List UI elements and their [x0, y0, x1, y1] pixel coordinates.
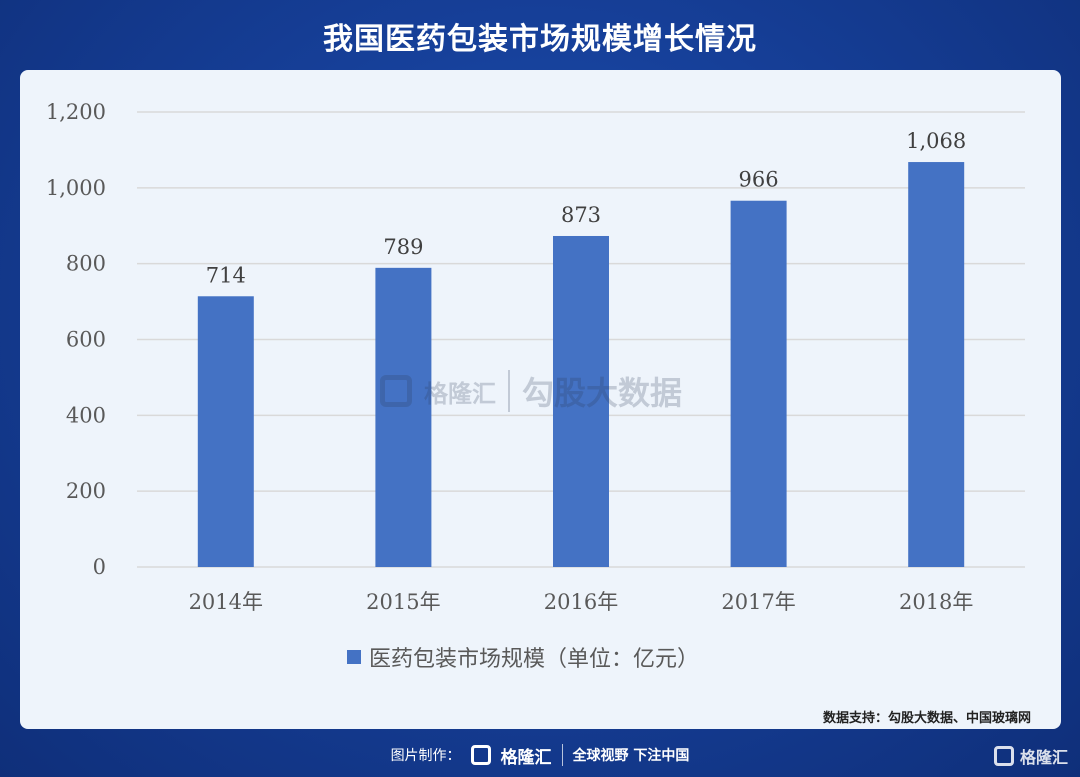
data-label: 873: [561, 203, 601, 227]
y-tick-label: 400: [66, 403, 106, 427]
page-title: 我国医药包装市场规模增长情况: [323, 22, 757, 57]
bar: [197, 296, 254, 567]
chart-card: 0 200 400 600 800 1,000 1,200 714 2014年 789 2015年 8…: [20, 70, 1061, 729]
legend-label: 医药包装市场规模（单位：亿元）: [369, 647, 700, 672]
footer-brand: 格隆汇: [500, 747, 552, 768]
y-tick-label: 1,200: [46, 100, 106, 124]
bar: [553, 235, 609, 568]
watermark-text: 勾股大数据: [522, 374, 683, 412]
footer-divider: [561, 744, 563, 766]
y-tick-label: 200: [66, 479, 106, 503]
bar: [375, 267, 432, 567]
footer-slogan: 全球视野 下注中国: [572, 748, 690, 764]
data-label: 714: [206, 263, 246, 287]
corner-brand-text: 格隆汇: [1019, 748, 1068, 767]
footer: 图片制作： 格隆汇 全球视野 下注中国: [0, 740, 1080, 770]
bar: [908, 162, 965, 568]
watermark-brand: 格隆汇: [424, 379, 496, 408]
y-tick-label: 600: [66, 328, 106, 352]
gelonghui-logo-icon: [993, 746, 1014, 766]
data-source: 数据支持：勾股大数据、中国玻璃网: [822, 711, 1031, 726]
x-tick-label: 2015年: [366, 590, 440, 614]
y-tick-label: 0: [93, 555, 106, 579]
watermark: 格隆汇 勾股大数据: [380, 368, 682, 414]
x-tick-label: 2017年: [721, 590, 795, 614]
bar-chart: 0 200 400 600 800 1,000 1,200 714 2014年 789 2015年 8…: [46, 100, 1025, 614]
corner-brand: 格隆汇: [993, 744, 1068, 768]
legend-swatch: [347, 650, 361, 664]
watermark-divider: [508, 370, 510, 412]
gelonghui-logo-icon: [470, 745, 491, 765]
bar: [730, 200, 787, 567]
gelonghui-logo-icon: [380, 375, 412, 407]
chart-legend: 医药包装市场规模（单位：亿元）: [347, 641, 699, 673]
y-tick-label: 800: [66, 252, 106, 276]
x-tick-label: 2016年: [544, 590, 618, 614]
data-label: 966: [739, 168, 779, 192]
x-tick-label: 2018年: [899, 590, 973, 614]
credit-label: 图片制作：: [390, 748, 461, 764]
data-label: 1,068: [906, 129, 966, 153]
data-label: 789: [383, 235, 423, 259]
x-tick-label: 2014年: [189, 590, 263, 614]
y-tick-label: 1,000: [46, 176, 106, 200]
